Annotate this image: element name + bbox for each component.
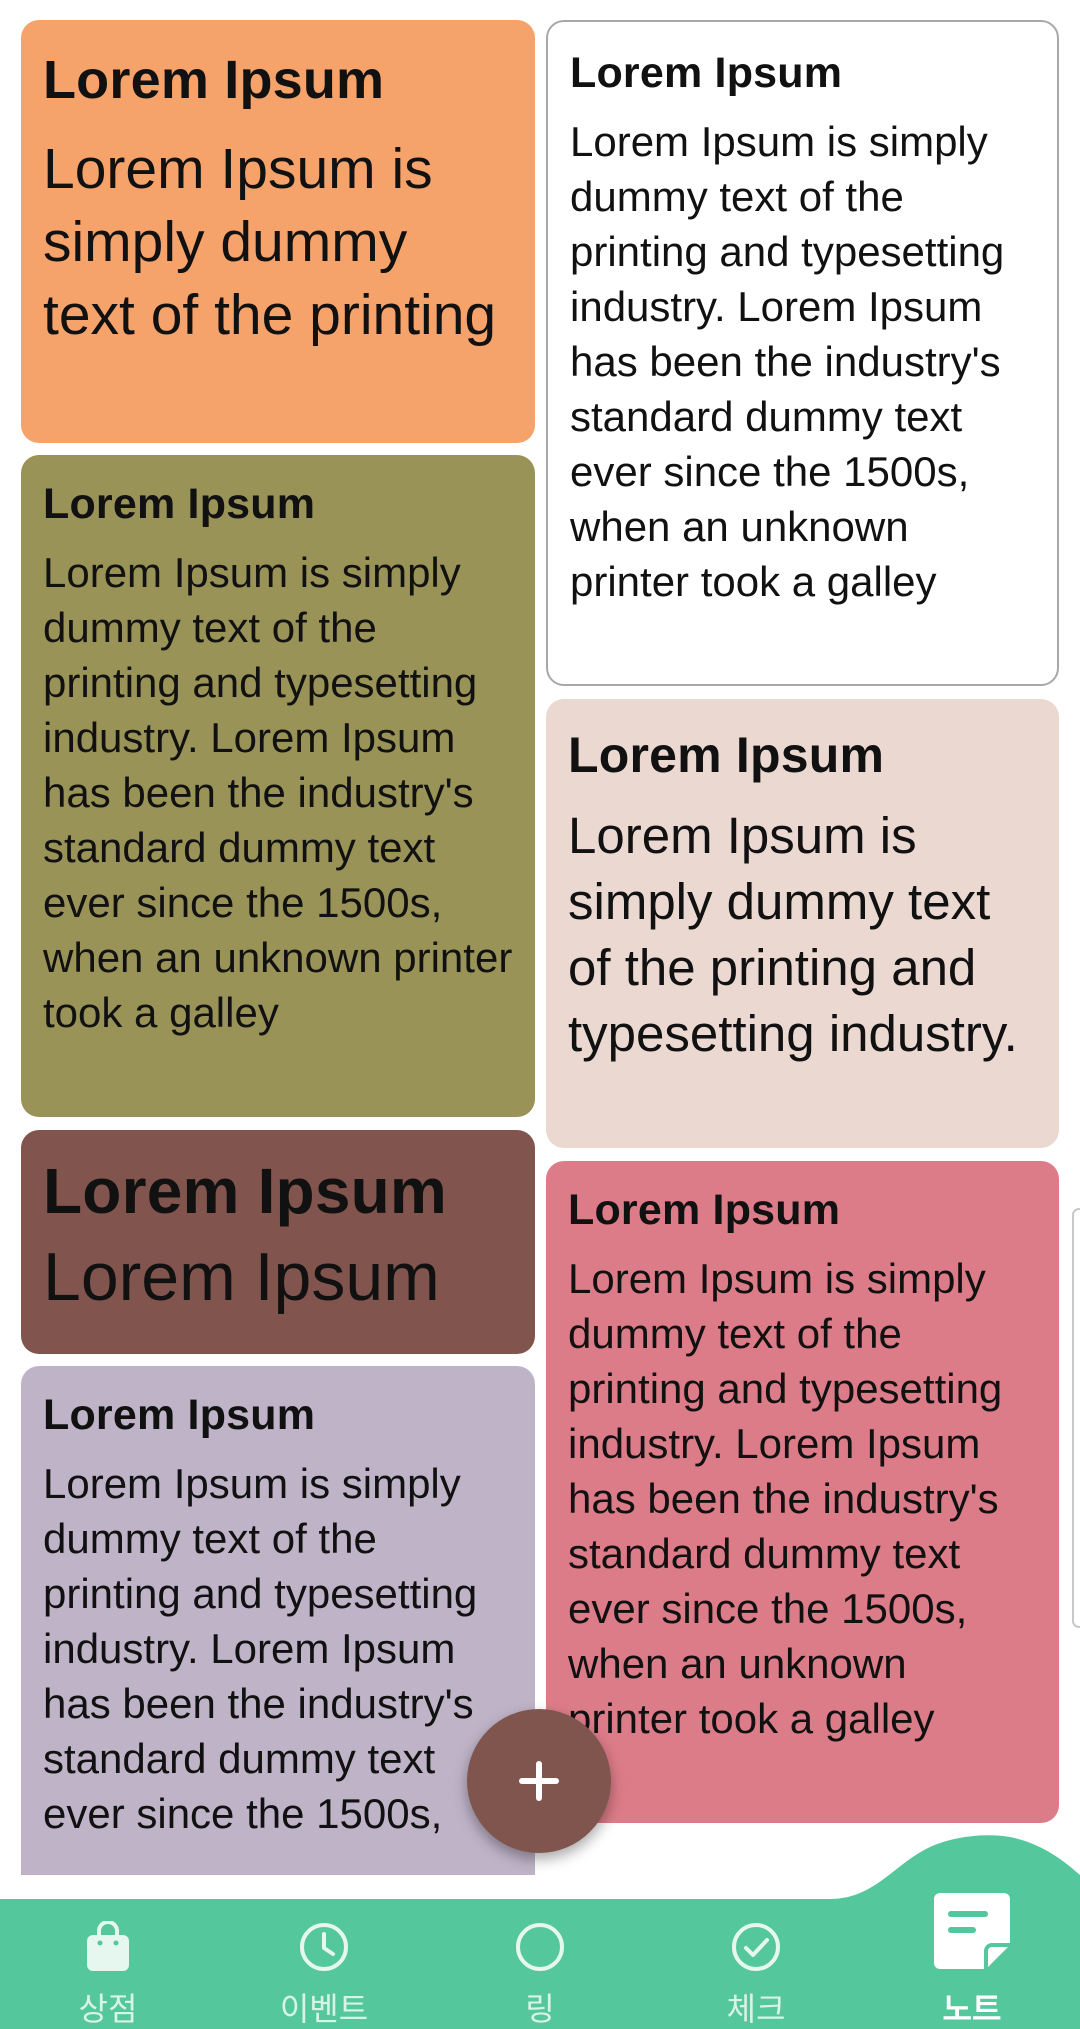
note-card[interactable]: Lorem Ipsum Lorem Ipsum is simply dummy … [21,1366,535,1875]
nav-item-shop[interactable]: 상점 [0,1833,216,2029]
add-note-button[interactable] [467,1709,611,1853]
note-body: Lorem Ipsum is simply dummy text of the … [568,1254,1003,1742]
note-card[interactable]: Lorem Ipsum Lorem Ipsum is simply dummy … [21,455,535,1117]
bottom-nav-background [0,1835,1080,2029]
note-card[interactable]: Lorem Ipsum Lorem Ipsum [21,1130,535,1354]
nav-label: 이벤트 [279,1990,369,2028]
nav-label: 체크 [726,1990,786,2028]
nav-item-note[interactable]: 노트 [864,1833,1080,2029]
note-body: Lorem Ipsum [43,1239,440,1316]
check-circle-icon [732,1923,780,1971]
note-body: Lorem Ipsum is simply dummy text of the … [43,136,497,347]
note-icon [934,1893,1010,1969]
note-title: Lorem Ipsum [43,480,316,528]
nav-item-ring[interactable]: 링 [432,1833,648,2029]
note-title: Lorem Ipsum [43,1155,448,1227]
shopping-bag-icon [87,1921,129,1971]
plus-icon [519,1761,559,1801]
nav-item-event[interactable]: 이벤트 [216,1833,432,2029]
note-body: Lorem Ipsum is simply dummy text of the … [568,807,1018,1062]
note-title: Lorem Ipsum [568,727,885,783]
note-title: Lorem Ipsum [570,49,843,97]
note-body: Lorem Ipsum is simply dummy text of the … [43,548,513,1036]
note-card[interactable]: Lorem Ipsum Lorem Ipsum is simply dummy … [546,1161,1059,1823]
bottom-navigation: 상점 이벤트 링 체크 [0,1833,1080,2029]
note-card[interactable]: Lorem Ipsum Lorem Ipsum is simply dummy … [546,699,1059,1148]
nav-item-check[interactable]: 체크 [648,1833,864,2029]
note-card[interactable]: Lorem Ipsum Lorem Ipsum is simply dummy … [546,20,1059,686]
note-body: Lorem Ipsum is simply dummy text of the … [43,1459,478,1837]
clock-icon [300,1923,348,1971]
nav-label: 상점 [78,1990,138,2028]
note-card[interactable]: Lorem Ipsum Lorem Ipsum is simply dummy … [21,20,535,443]
note-title: Lorem Ipsum [43,1391,316,1439]
edge-panel-handle[interactable] [1072,1208,1080,1628]
notes-grid[interactable]: Lorem Ipsum Lorem Ipsum is simply dummy … [0,0,1080,1875]
ring-icon [516,1923,564,1971]
note-title: Lorem Ipsum [43,50,385,110]
nav-label: 노트 [942,1990,1002,2028]
nav-label: 링 [525,1990,555,2028]
note-title: Lorem Ipsum [568,1186,841,1234]
note-body: Lorem Ipsum is simply dummy text of the … [570,117,1005,605]
